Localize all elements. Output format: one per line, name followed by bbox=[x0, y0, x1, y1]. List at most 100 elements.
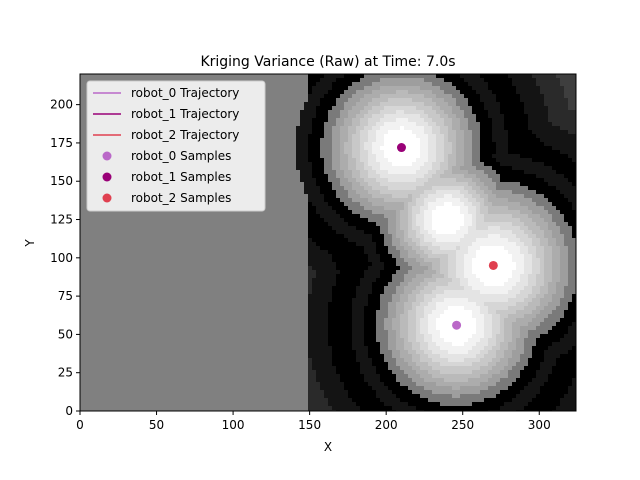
heat-cell bbox=[316, 126, 320, 130]
heat-cell bbox=[400, 94, 404, 98]
heat-cell bbox=[432, 138, 436, 142]
heat-cell bbox=[156, 234, 160, 238]
heat-cell bbox=[304, 158, 308, 162]
heat-cell bbox=[496, 126, 500, 130]
heat-cell bbox=[464, 198, 468, 202]
heat-cell bbox=[512, 98, 516, 102]
heat-cell bbox=[492, 186, 496, 190]
heat-cell bbox=[520, 186, 524, 190]
heat-cell bbox=[472, 174, 476, 178]
heat-cell bbox=[296, 178, 300, 182]
heat-cell bbox=[448, 118, 452, 122]
heat-cell bbox=[412, 206, 416, 210]
heat-cell bbox=[416, 218, 420, 222]
heat-cell bbox=[408, 94, 412, 98]
heat-cell bbox=[96, 222, 100, 226]
heat-cell bbox=[316, 166, 320, 170]
heat-cell bbox=[280, 142, 284, 146]
heat-cell bbox=[120, 234, 124, 238]
heat-cell bbox=[316, 230, 320, 234]
heat-cell bbox=[524, 190, 528, 194]
heat-cell bbox=[320, 74, 324, 78]
heat-cell bbox=[492, 146, 496, 150]
heat-cell bbox=[416, 230, 420, 234]
heat-cell bbox=[348, 150, 352, 154]
heat-cell bbox=[312, 170, 316, 174]
heat-cell bbox=[396, 226, 400, 230]
heat-cell bbox=[480, 154, 484, 158]
heat-cell bbox=[104, 218, 108, 222]
heat-cell bbox=[484, 130, 488, 134]
heat-cell bbox=[424, 214, 428, 218]
heat-cell bbox=[276, 222, 280, 226]
heat-cell bbox=[352, 122, 356, 126]
heat-cell bbox=[560, 214, 564, 218]
heat-cell bbox=[84, 82, 88, 86]
heat-cell bbox=[452, 170, 456, 174]
heat-cell bbox=[164, 230, 168, 234]
heat-cell bbox=[500, 186, 504, 190]
heat-cell bbox=[276, 194, 280, 198]
heat-cell bbox=[568, 126, 572, 130]
heat-cell bbox=[360, 230, 364, 234]
heat-cell bbox=[560, 130, 564, 134]
heat-cell bbox=[276, 206, 280, 210]
heat-cell bbox=[456, 114, 460, 118]
heat-cell bbox=[532, 78, 536, 82]
heat-cell bbox=[464, 98, 468, 102]
heat-cell bbox=[512, 218, 516, 222]
heat-cell bbox=[516, 230, 520, 234]
heat-cell bbox=[476, 94, 480, 98]
heat-cell bbox=[388, 78, 392, 82]
heat-cell bbox=[272, 166, 276, 170]
heat-cell bbox=[400, 82, 404, 86]
heat-cell bbox=[464, 122, 468, 126]
heat-cell bbox=[176, 218, 180, 222]
heat-cell bbox=[340, 110, 344, 114]
heat-cell bbox=[396, 130, 400, 134]
heat-cell bbox=[456, 94, 460, 98]
heat-cell bbox=[472, 198, 476, 202]
heat-cell bbox=[300, 210, 304, 214]
heat-cell bbox=[404, 154, 408, 158]
heat-cell bbox=[348, 86, 352, 90]
heat-cell bbox=[224, 230, 228, 234]
heat-cell bbox=[248, 214, 252, 218]
heat-cell bbox=[344, 102, 348, 106]
heat-cell bbox=[480, 74, 484, 78]
heat-cell bbox=[508, 158, 512, 162]
heat-cell bbox=[516, 118, 520, 122]
heat-cell bbox=[568, 214, 572, 218]
heat-cell bbox=[428, 202, 432, 206]
heat-cell bbox=[92, 230, 96, 234]
heat-cell bbox=[416, 138, 420, 142]
heat-cell bbox=[264, 206, 268, 210]
heat-cell bbox=[536, 118, 540, 122]
heat-cell bbox=[396, 142, 400, 146]
heat-cell bbox=[480, 198, 484, 202]
heat-cell bbox=[544, 82, 548, 86]
heat-cell bbox=[272, 74, 276, 78]
heat-cell bbox=[324, 126, 328, 130]
heat-cell bbox=[556, 118, 560, 122]
heat-cell bbox=[424, 170, 428, 174]
heat-cell bbox=[396, 174, 400, 178]
heat-cell bbox=[556, 86, 560, 90]
heat-cell bbox=[304, 90, 308, 94]
heat-cell bbox=[272, 214, 276, 218]
heat-cell bbox=[560, 110, 564, 114]
heat-cell bbox=[292, 110, 296, 114]
heat-cell bbox=[516, 74, 520, 78]
heat-cell bbox=[400, 198, 404, 202]
heat-cell bbox=[396, 218, 400, 222]
heat-cell bbox=[484, 158, 488, 162]
heat-cell bbox=[448, 150, 452, 154]
heat-cell bbox=[536, 98, 540, 102]
heat-cell bbox=[356, 150, 360, 154]
heat-cell bbox=[144, 210, 148, 214]
heat-cell bbox=[372, 110, 376, 114]
heat-cell bbox=[320, 122, 324, 126]
heat-cell bbox=[96, 214, 100, 218]
heat-cell bbox=[360, 146, 364, 150]
heat-cell bbox=[416, 150, 420, 154]
